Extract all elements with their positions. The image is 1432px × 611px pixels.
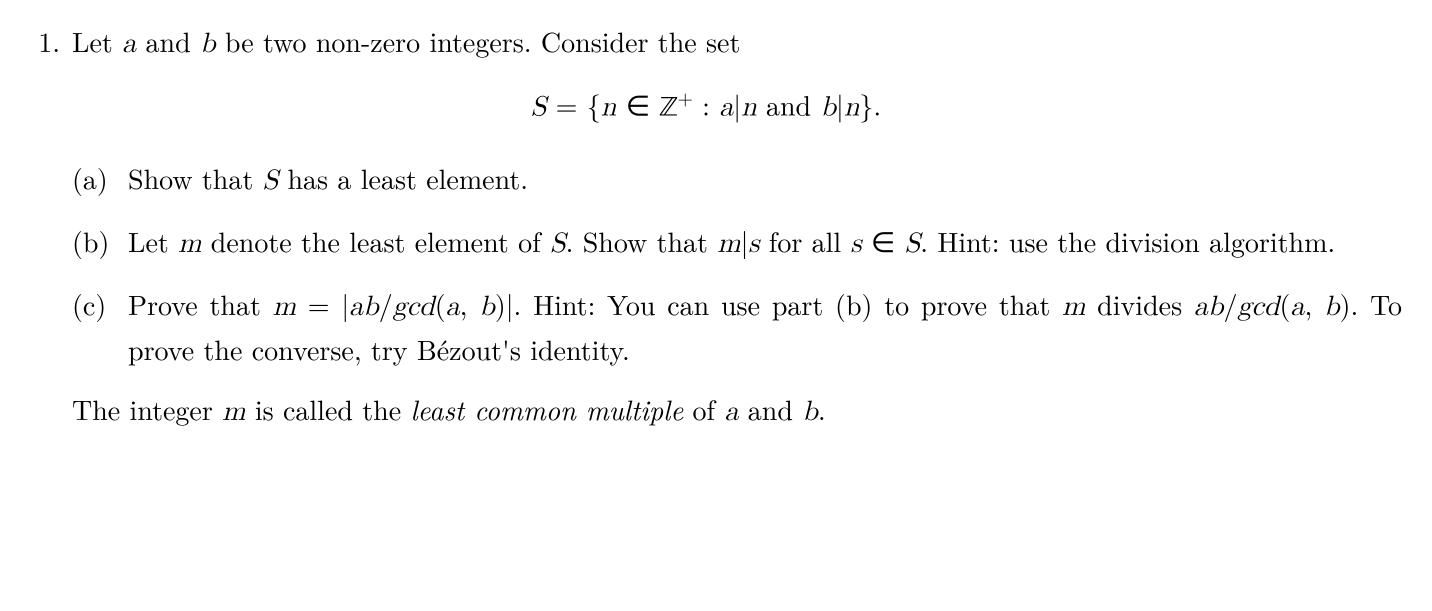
c-a1: a: [446, 293, 460, 321]
intro-prefix: Let: [72, 21, 122, 61]
part-b-text: Let m denote the least element of S. Sho…: [128, 220, 1402, 265]
problem-page: 1. Let a and b be two non-zero integers.…: [0, 0, 1432, 453]
c-b2: b: [1324, 293, 1340, 321]
b-t4: for all: [759, 221, 850, 261]
c-t2: . Hint: You can use part (b) to prove th…: [514, 284, 1063, 324]
problem-number: 1.: [10, 20, 72, 62]
part-b: (b) Let m denote the least element of S.…: [72, 220, 1402, 265]
part-b-label: (b): [72, 220, 128, 262]
part-c: (c) Prove that m = |ab/gcd(a, b)|. Hint:…: [72, 283, 1402, 370]
b-t1: Let: [128, 221, 178, 261]
c-comma1: ,: [460, 284, 480, 324]
f-and: and: [738, 389, 802, 429]
eq-a: a: [719, 93, 733, 121]
eq-div2: |: [836, 84, 844, 124]
b-S: S: [550, 230, 566, 258]
c-t3: divides: [1085, 284, 1194, 324]
c-gcd2: gcd: [1238, 293, 1280, 321]
c-comma2: ,: [1304, 284, 1324, 324]
part-c-label: (c): [72, 283, 128, 325]
eq-n2: n: [741, 93, 757, 121]
eq-colon: :: [693, 84, 719, 124]
f-m: m: [222, 398, 245, 426]
eq-open: = {: [546, 84, 600, 124]
a-t2: has a least element.: [278, 158, 528, 198]
lcm-term: least common multiple: [411, 389, 684, 429]
c-eq: = |: [296, 284, 349, 324]
b-t5: . Hint: use the division algorithm.: [920, 221, 1335, 261]
f-t3: of: [683, 389, 724, 429]
f-t2: is called the: [246, 389, 411, 429]
c-p2: (: [1280, 284, 1291, 324]
c-m: m: [273, 293, 296, 321]
part-a-text: Show that S has a least element.: [128, 157, 1402, 202]
intro-suffix: be two non-zero integers. Consider the s…: [216, 21, 741, 61]
c-p2c: ): [1340, 284, 1351, 324]
b-t2: denote the least element of: [201, 221, 550, 261]
c-m2: m: [1062, 293, 1085, 321]
a-t1: Show that: [128, 158, 263, 198]
sub-parts-list: (a) Show that S has a least element. (b)…: [72, 157, 1402, 370]
c-gcd1: gcd: [393, 293, 435, 321]
b-s: s: [748, 230, 759, 258]
b-m: m: [178, 230, 201, 258]
problem-intro: Let a and b be two non-zero integers. Co…: [72, 20, 1402, 65]
c-p1c: )|: [495, 284, 514, 324]
eq-plus: +: [678, 83, 693, 111]
b-t3: . Show that: [566, 221, 718, 261]
intro-and: and: [136, 21, 200, 61]
f-b: b: [802, 398, 818, 426]
f-t1: The integer: [72, 389, 222, 429]
eq-Z: ℤ: [659, 94, 677, 122]
var-a: a: [122, 30, 136, 58]
part-a-label: (a): [72, 157, 128, 199]
b-s2: s: [851, 230, 862, 258]
eq-and: and: [757, 84, 821, 124]
b-S2: S: [905, 230, 921, 258]
eq-close: }.: [859, 84, 881, 124]
lcm-definition: The integer m is called the least common…: [72, 388, 1402, 433]
var-b: b: [200, 30, 216, 58]
c-a2: a: [1290, 293, 1304, 321]
b-m2: m: [717, 230, 740, 258]
eq-S: S: [531, 93, 547, 121]
eq-b: b: [820, 93, 836, 121]
part-a: (a) Show that S has a least element.: [72, 157, 1402, 202]
c-ab2: ab: [1194, 293, 1224, 321]
c-p1: (: [435, 284, 446, 324]
c-b1: b: [479, 293, 495, 321]
eq-n: n: [601, 93, 617, 121]
b-in: ∈: [862, 221, 905, 261]
f-period: .: [818, 389, 826, 429]
eq-div1: |: [733, 84, 741, 124]
problem-header: 1. Let a and b be two non-zero integers.…: [10, 20, 1402, 65]
eq-n3: n: [844, 93, 860, 121]
c-t1: Prove that: [128, 284, 273, 324]
c-slash2: /: [1223, 284, 1237, 324]
set-definition-equation: S = {n ∈ ℤ+ : a|n and b|n}.: [10, 83, 1402, 129]
c-ab: ab: [349, 293, 379, 321]
eq-in: ∈: [616, 84, 659, 124]
part-c-text: Prove that m = |ab/gcd(a, b)|. Hint: You…: [128, 283, 1402, 370]
c-slash: /: [379, 284, 393, 324]
f-a: a: [724, 398, 738, 426]
a-S: S: [263, 167, 279, 195]
